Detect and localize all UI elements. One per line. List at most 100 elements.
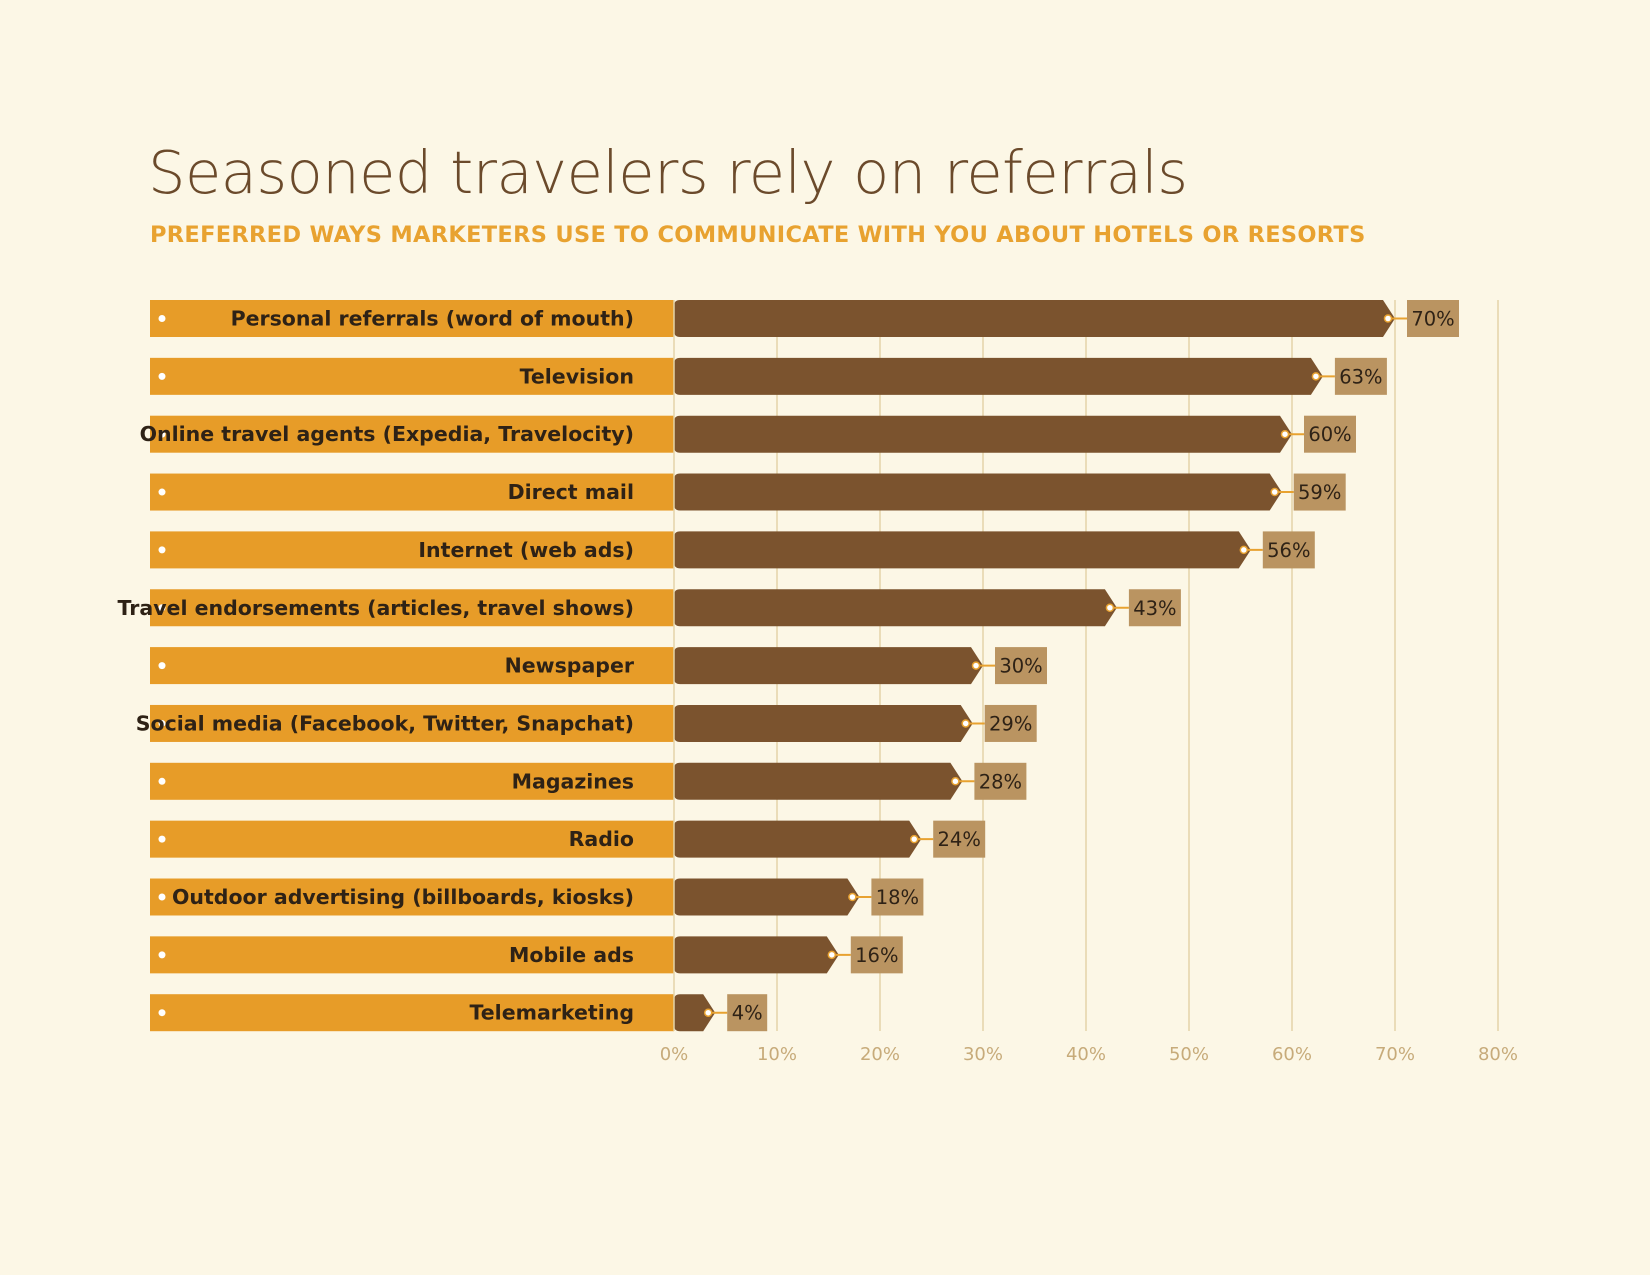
connector-dot [971, 661, 981, 670]
bar [674, 531, 1251, 569]
category-label: Newspaper [505, 654, 635, 678]
bar [674, 589, 1117, 627]
x-tick-label: 80% [1478, 1044, 1518, 1065]
bullet-dot [158, 662, 166, 670]
bar [674, 936, 839, 974]
value-tag [1304, 415, 1356, 453]
chart-subtitle: PREFERRED WAYS MARKETERS USE TO COMMUNIC… [150, 222, 1366, 248]
bullet-dot [158, 719, 166, 727]
category-label: Internet (web ads) [418, 538, 634, 562]
category-label: Direct mail [508, 480, 634, 504]
connector-dot [961, 719, 970, 728]
category-label: Social media (Facebook, Twitter, Snapcha… [136, 711, 634, 735]
value-tag [871, 878, 924, 916]
value-label: 24% [938, 828, 981, 851]
connector-dot [1270, 487, 1279, 497]
bar [674, 820, 922, 858]
connector-dot [1105, 603, 1115, 612]
x-tick-label: 30% [963, 1044, 1003, 1065]
value-tag [727, 994, 768, 1032]
value-tag [1407, 300, 1459, 337]
bullet-dot [158, 315, 166, 322]
value-label: 70% [1411, 308, 1454, 331]
value-label: 29% [989, 712, 1032, 735]
value-label: 63% [1339, 365, 1382, 388]
bullet-dot [158, 372, 166, 380]
x-tick-label: 40% [1066, 1044, 1106, 1065]
bar [674, 473, 1282, 511]
connector-dot [951, 777, 960, 786]
connector-dot [1239, 545, 1249, 555]
bar [674, 762, 963, 800]
value-label: 30% [999, 655, 1042, 678]
connector-dot [703, 1008, 713, 1017]
category-band [150, 820, 674, 858]
bullet-dot [158, 604, 166, 612]
bar [674, 647, 983, 685]
value-tag [933, 820, 986, 858]
category-band [150, 704, 674, 742]
category-band [150, 936, 674, 974]
category-label: Radio [569, 827, 634, 851]
connector-dot [1383, 314, 1393, 323]
category-band [150, 357, 674, 395]
value-tag [984, 704, 1037, 742]
category-band [150, 762, 674, 800]
chart-title: Seasoned travelers rely on referrals [148, 138, 1188, 207]
connector-dot [1280, 429, 1290, 439]
value-label: 56% [1267, 539, 1310, 562]
value-tag [850, 936, 903, 974]
value-tag [1128, 589, 1181, 627]
category-band [150, 994, 674, 1032]
value-label: 16% [855, 944, 898, 967]
category-label: Personal referrals (word of mouth) [231, 307, 634, 331]
bullet-dot [158, 951, 166, 959]
value-tag [1262, 531, 1315, 569]
bullet-dot [158, 893, 166, 901]
bullet-dot [158, 488, 166, 496]
bar [674, 300, 1395, 337]
bullet-dot [158, 1009, 166, 1017]
connector-dot [1311, 372, 1321, 381]
category-band [150, 473, 674, 511]
category-band [150, 589, 674, 627]
x-tick-label: 20% [860, 1044, 900, 1065]
category-label: Telemarketing [470, 1001, 634, 1025]
value-tag [1293, 473, 1346, 511]
bullet-dot [158, 430, 166, 438]
category-band [150, 647, 674, 685]
value-tag [974, 762, 1027, 800]
x-tick-label: 60% [1272, 1044, 1312, 1065]
value-label: 43% [1133, 597, 1176, 620]
category-band [150, 415, 674, 453]
connector-dot [827, 950, 837, 960]
bar [674, 994, 716, 1032]
category-label: Mobile ads [509, 943, 634, 967]
value-tag [1334, 357, 1387, 395]
value-label: 60% [1308, 423, 1351, 446]
value-label: 18% [876, 886, 919, 909]
connector-dot [848, 892, 857, 902]
x-tick-label: 50% [1169, 1044, 1209, 1065]
category-band [150, 878, 674, 916]
bar [674, 357, 1323, 395]
bar [674, 415, 1292, 453]
bullet-dot [158, 835, 166, 843]
value-label: 59% [1298, 481, 1341, 504]
category-label: Magazines [512, 769, 634, 793]
value-label: 28% [979, 770, 1022, 793]
category-label: Online travel agents (Expedia, Traveloci… [140, 422, 634, 446]
category-label: Television [520, 364, 634, 388]
bullet-dot [158, 777, 166, 785]
x-tick-label: 70% [1375, 1044, 1415, 1065]
value-label: 4% [732, 1002, 763, 1025]
x-tick-label: 10% [757, 1044, 797, 1065]
bar [674, 878, 860, 916]
value-tag [995, 647, 1047, 685]
x-tick-label: 0% [660, 1044, 689, 1065]
bar [674, 704, 973, 742]
category-band [150, 300, 674, 337]
bullet-dot [158, 546, 166, 554]
